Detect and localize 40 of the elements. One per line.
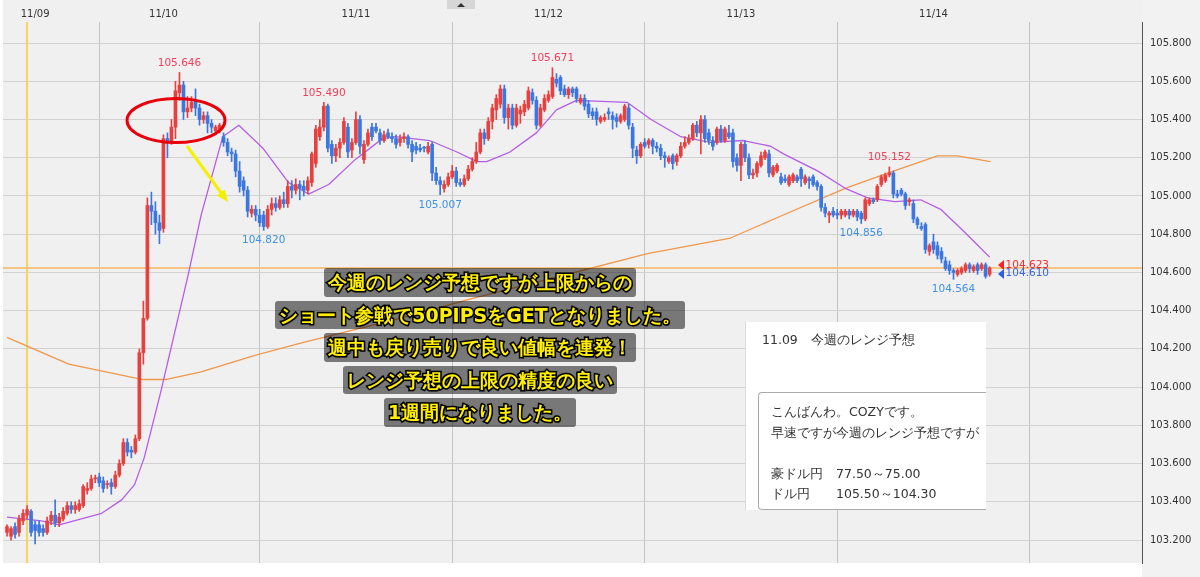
x-tick-label: 11/10: [149, 7, 178, 19]
y-tick-label: 104.600: [1150, 266, 1192, 278]
y-tick-label: 104.200: [1150, 342, 1192, 354]
annotation: 105.152: [867, 150, 912, 163]
y-tick-label: 105.200: [1150, 151, 1192, 163]
annotation: 11.09 今週のレンジ予想: [762, 332, 915, 349]
annotation: 105.671: [530, 51, 575, 64]
y-tick-label: 103.600: [1150, 457, 1192, 469]
x-tick-label: 11/13: [726, 7, 756, 19]
annotation: 早速ですが今週のレンジ予想ですが: [771, 423, 980, 442]
annotation: 105.646: [157, 55, 202, 68]
y-tick-label: 103.200: [1150, 533, 1192, 545]
y-tick-label: 105.600: [1150, 74, 1192, 86]
annotation: こんばんわ。COZYです。: [771, 403, 924, 421]
annotation: 105.490: [302, 85, 346, 98]
y-tick-label: 105.800: [1150, 36, 1192, 48]
x-tick-label: 11/11: [341, 7, 371, 19]
y-tick-label: 105.000: [1150, 189, 1192, 201]
candlestick: [105, 480, 110, 489]
x-tick-label: 11/12: [534, 7, 563, 19]
y-tick-label: 104.400: [1150, 304, 1192, 316]
annotation: 週中も戻り売りで良い値幅を連発！: [324, 333, 636, 362]
candlestick: [807, 176, 811, 189]
x-tick-label: 11/09: [20, 7, 50, 19]
annotation: レンジ予想の上限の精度の良い: [343, 365, 617, 394]
annotation: 豪ドル円 77.50～75.00: [771, 464, 922, 483]
annotation: 104.564: [931, 282, 976, 295]
annotation: 104.856: [839, 226, 884, 239]
y-tick-label: 103.800: [1150, 418, 1192, 430]
y-tick-label: 103.400: [1150, 495, 1192, 507]
y-tick-label: 104.000: [1150, 380, 1192, 392]
y-tick-label: 104.800: [1150, 227, 1192, 239]
annotation: ドル円 105.50～104.30: [771, 485, 938, 503]
y-tick-label: 105.400: [1150, 113, 1192, 125]
candlestick: [297, 180, 302, 201]
annotation: 今週のレンジ予想ですが上限からの: [324, 268, 636, 297]
annotation: 1週間になりました。: [383, 398, 577, 427]
x-tick-label: 11/14: [919, 7, 948, 19]
annotation: 104.820: [241, 233, 286, 246]
annotation: 105.007: [418, 197, 462, 210]
